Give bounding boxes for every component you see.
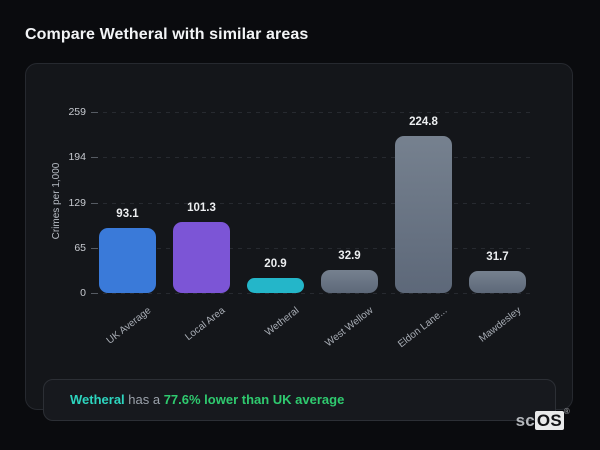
y-tick-label-0: 0: [80, 287, 86, 299]
comparison-note: Wetheral has a 77.6% lower than UK avera…: [43, 379, 556, 421]
y-tick-label-194: 194: [68, 151, 86, 164]
bar-eldon-lane[interactable]: [395, 135, 452, 293]
y-tick-mark: [91, 293, 98, 294]
gridline-y-259: [94, 112, 532, 113]
y-tick-label-259: 259: [68, 106, 86, 118]
gridline-y-194: [94, 157, 532, 159]
gridline-y-65: [94, 247, 532, 249]
note-middle-text: has a: [124, 392, 164, 407]
page-title: Compare Wetheral with similar areas: [25, 26, 309, 43]
bar-chart: Crimes per 1,000 0 65 129 194 259 93.1 UK Aver…: [26, 64, 572, 409]
bar-west-wellow[interactable]: [321, 270, 378, 293]
bar-value-label: 20.9: [264, 258, 287, 271]
bar-value-label: 101.3: [187, 202, 216, 215]
gridline-y-129: [94, 202, 532, 204]
bar-uk-average[interactable]: [99, 227, 156, 293]
logo-prefix: sc: [515, 411, 535, 430]
bar-local-area[interactable]: [173, 222, 230, 293]
scos-logo: sc OS ®: [515, 407, 570, 431]
gridline-y-0: [94, 293, 532, 294]
bar-mawdesley[interactable]: [469, 270, 526, 293]
y-tick-mark: [91, 202, 98, 204]
bar-value-label: 32.9: [338, 250, 361, 262]
bar-value-label: 93.1: [116, 207, 139, 220]
bar-value-label: 224.8: [409, 115, 438, 128]
y-tick-label-65: 65: [74, 241, 86, 254]
note-highlight-text: 77.6% lower than UK average: [163, 392, 345, 407]
logo-boxed-text: OS: [534, 411, 564, 430]
bar-wetheral[interactable]: [247, 278, 304, 293]
y-tick-mark: [91, 247, 98, 249]
y-tick-mark: [91, 157, 98, 159]
note-area-name: Wetheral: [70, 392, 125, 407]
bar-value-label: 31.7: [486, 250, 509, 263]
comparison-chart-card: Crimes per 1,000 0 65 129 194 259 93.1 UK Aver…: [25, 63, 573, 421]
y-tick-label-129: 129: [68, 196, 86, 209]
y-tick-mark: [91, 112, 98, 113]
registered-trademark-icon: ®: [563, 407, 570, 416]
